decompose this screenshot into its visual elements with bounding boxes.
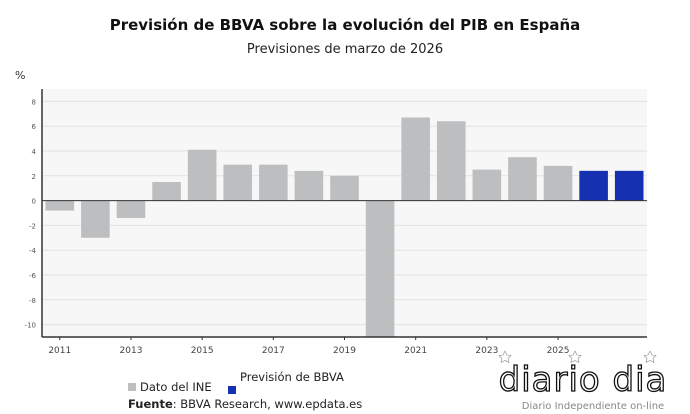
- svg-text:diario dia: diario dia: [499, 360, 668, 400]
- bar-2012: [81, 200, 110, 238]
- legend-item-bbva[interactable]: Previsión de BBVA: [228, 370, 344, 394]
- y-tick-label: 8: [32, 98, 36, 106]
- bar-2021: [401, 117, 430, 201]
- y-tick-label: 0: [32, 198, 36, 206]
- watermark-graphic: diario dia Diario Independiente on-line: [498, 350, 668, 412]
- bar-2013: [116, 200, 146, 218]
- source-note: Fuente: BBVA Research, www.epdata.es: [128, 397, 362, 411]
- legend-label: Previsión de BBVA: [240, 370, 344, 384]
- y-tick-label: 4: [32, 148, 37, 156]
- y-tick-label: 6: [32, 123, 37, 131]
- legend-label: Dato del INE: [140, 380, 212, 394]
- x-tick-label: 2011: [48, 346, 71, 356]
- bar-2026: [579, 170, 608, 201]
- star-icon: [498, 350, 512, 364]
- bar-2019: [330, 175, 359, 201]
- chart-subtitle: Previsiones de marzo de 2026: [246, 42, 444, 57]
- y-tick-label: -6: [29, 272, 37, 280]
- bar-2017: [259, 164, 288, 201]
- source-label: Fuente: [128, 397, 173, 411]
- bar-2020: [365, 200, 395, 337]
- bar-2024: [508, 157, 537, 201]
- legend-item-ine[interactable]: Dato del INE: [128, 380, 212, 394]
- bar-2015: [187, 149, 217, 201]
- y-tick-label: -2: [29, 222, 36, 230]
- bar-2027: [614, 170, 644, 201]
- bar-2016: [223, 164, 253, 201]
- x-tick-label: 2021: [404, 346, 427, 356]
- bar-2023: [472, 169, 502, 201]
- x-tick-label: 2019: [333, 346, 356, 356]
- source-text: : BBVA Research, www.epdata.es: [172, 397, 363, 411]
- chart-title: Previsión de BBVA sobre la evolución del…: [109, 16, 581, 34]
- x-tick-label: 2023: [475, 346, 498, 356]
- x-tick-label: 2015: [191, 346, 214, 356]
- star-icon: [643, 350, 657, 364]
- legend-swatch-bbva: [228, 386, 236, 394]
- y-tick-label: -10: [25, 322, 36, 330]
- legend-swatch-ine: [128, 383, 136, 391]
- x-tick-label: 2017: [262, 346, 285, 356]
- bar-2011: [45, 200, 75, 211]
- bar-2014: [152, 182, 181, 201]
- bar-2022: [436, 121, 466, 201]
- y-axis-unit: %: [15, 69, 26, 82]
- x-tick-label: 2013: [120, 346, 143, 356]
- bar-2025: [543, 165, 573, 201]
- bar-2018: [294, 170, 324, 201]
- star-icon: [568, 350, 582, 364]
- svg-text:Diario Independiente on-line: Diario Independiente on-line: [522, 401, 664, 412]
- y-tick-label: 2: [32, 173, 36, 181]
- bar-chart: -10 -8 -6 -4 -2 0 2 4 6 8 2011 2013 2015 2017 2019 2021…: [25, 89, 647, 356]
- y-tick-label: -8: [29, 297, 36, 305]
- watermark-logo: diario dia Diario Independiente on-line: [465, 345, 690, 414]
- x-tick-label: 2025: [547, 346, 570, 356]
- y-tick-label: -4: [29, 247, 37, 255]
